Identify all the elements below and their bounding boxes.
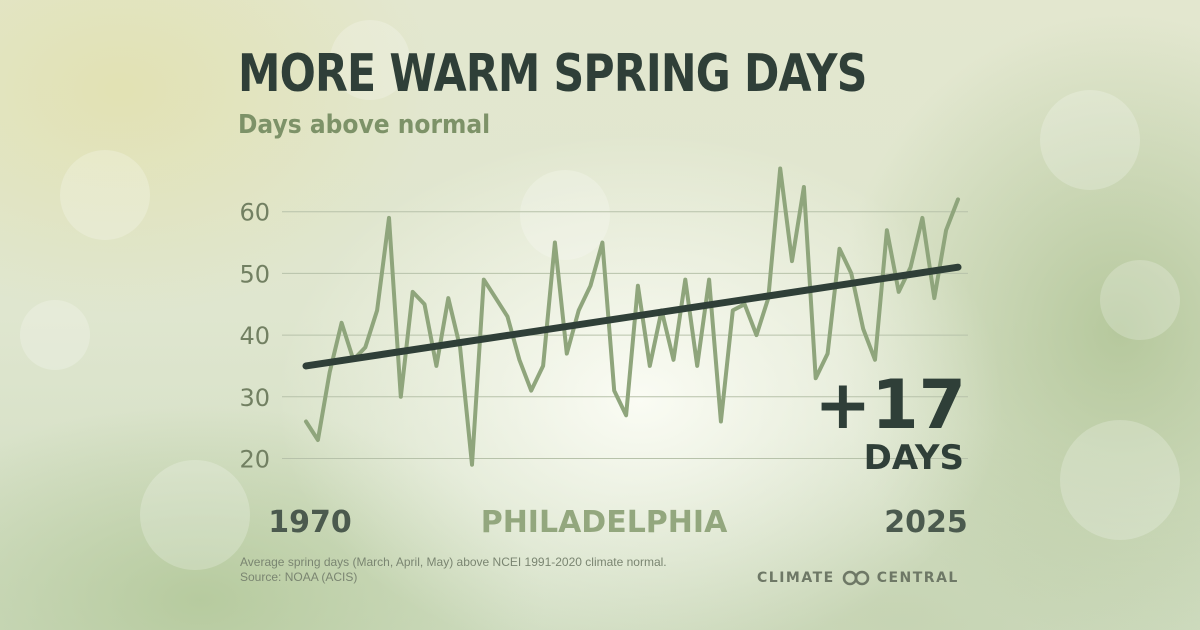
- y-tick-label: 20: [239, 445, 270, 473]
- climate-central-logo: CLIMATE CENTRAL: [757, 568, 959, 588]
- trend-line: [302, 263, 962, 370]
- logo-word-right: CENTRAL: [876, 570, 959, 586]
- bokeh-light: [20, 300, 90, 370]
- x-end-label: 2025: [884, 505, 968, 540]
- bokeh-light: [60, 150, 150, 240]
- x-start-label: 1970: [268, 505, 352, 540]
- logo-rings-icon: [842, 570, 870, 586]
- bokeh-light: [1060, 420, 1180, 540]
- location-label: PHILADELPHIA: [481, 505, 728, 540]
- chart-subtitle: Days above normal: [238, 110, 491, 140]
- callout-unit: DAYS: [864, 438, 964, 478]
- callout-value: +17: [814, 366, 966, 445]
- bokeh-light: [330, 20, 410, 100]
- footnote-method: Average spring days (March, April, May) …: [240, 555, 667, 569]
- chart-title: MORE WARM SPRING DAYS: [238, 44, 867, 104]
- y-axis-ticks: 20 30 40 50 60: [239, 199, 270, 474]
- footnote-source: Source: NOAA (ACIS): [240, 570, 358, 584]
- y-tick-label: 30: [239, 384, 270, 412]
- y-tick-label: 60: [239, 199, 270, 227]
- logo-word-left: CLIMATE: [757, 570, 835, 586]
- series-line: [304, 166, 960, 467]
- footnote: Average spring days (March, April, May) …: [240, 555, 667, 585]
- y-tick-label: 40: [239, 322, 270, 350]
- bokeh-light: [140, 460, 250, 570]
- y-tick-label: 50: [239, 260, 270, 288]
- bokeh-light: [520, 170, 610, 260]
- bokeh-light: [1100, 260, 1180, 340]
- bokeh-light: [1040, 90, 1140, 190]
